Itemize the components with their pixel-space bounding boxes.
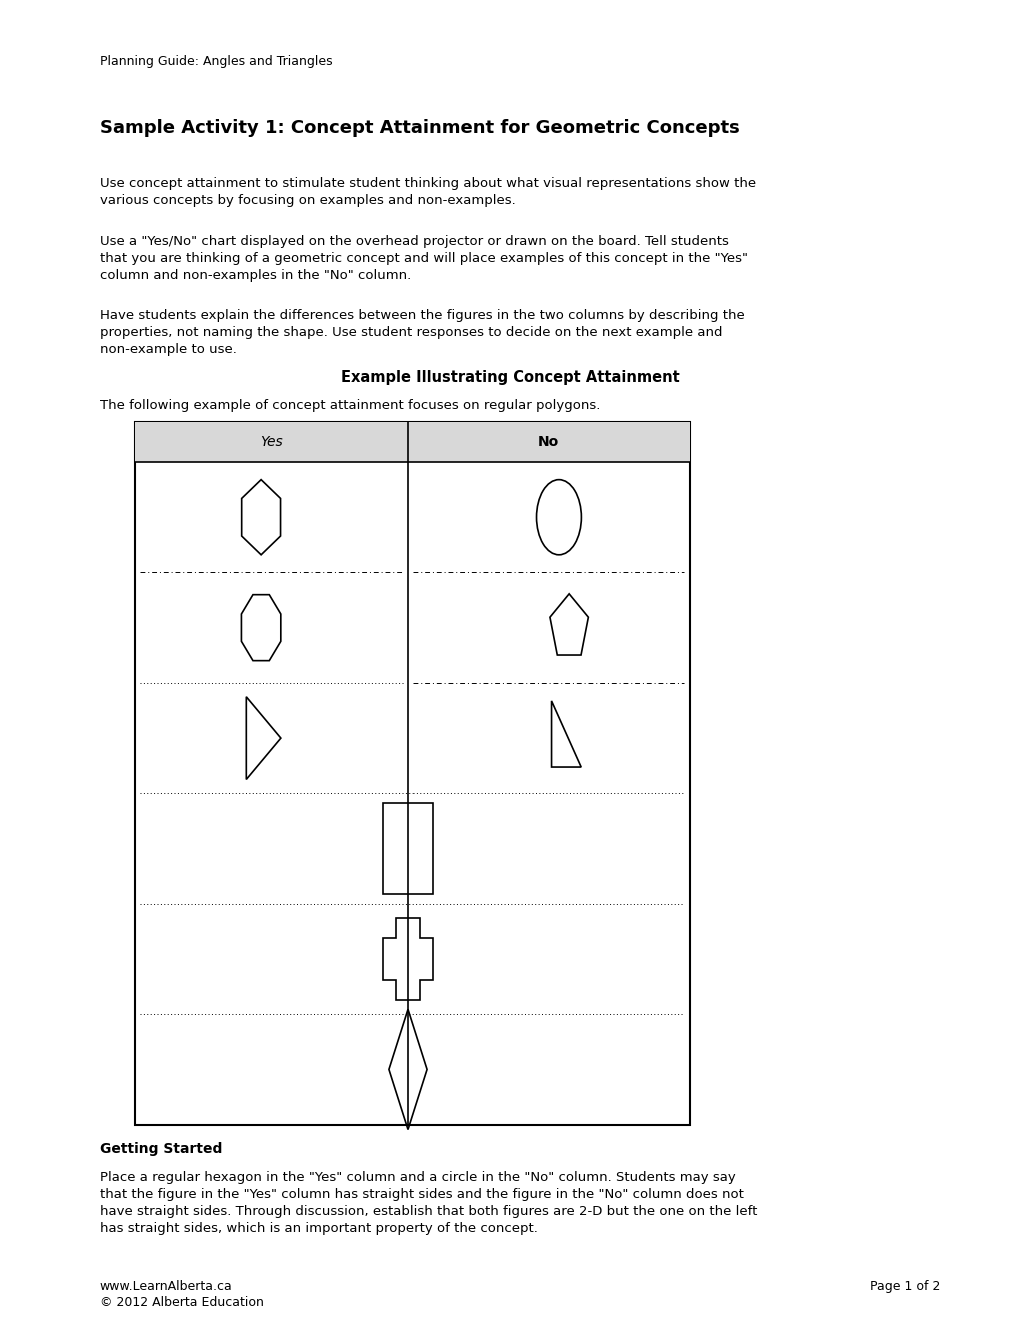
Text: Sample Activity 1: Concept Attainment for Geometric Concepts: Sample Activity 1: Concept Attainment fo… <box>100 119 739 137</box>
Text: © 2012 Alberta Education: © 2012 Alberta Education <box>100 1296 264 1309</box>
Text: No: No <box>538 436 558 449</box>
Text: Example Illustrating Concept Attainment: Example Illustrating Concept Attainment <box>340 370 679 384</box>
Text: Page 1 of 2: Page 1 of 2 <box>869 1280 940 1294</box>
Text: Use concept attainment to stimulate student thinking about what visual represent: Use concept attainment to stimulate stud… <box>100 177 755 207</box>
Text: The following example of concept attainment focuses on regular polygons.: The following example of concept attainm… <box>100 399 600 412</box>
Bar <box>135 422 689 462</box>
Bar <box>135 422 689 1125</box>
Bar <box>383 804 432 894</box>
Text: www.LearnAlberta.ca: www.LearnAlberta.ca <box>100 1280 232 1294</box>
Text: Use a "Yes/No" chart displayed on the overhead projector or drawn on the board. : Use a "Yes/No" chart displayed on the ov… <box>100 235 747 282</box>
Text: Yes: Yes <box>260 436 282 449</box>
Text: Place a regular hexagon in the "Yes" column and a circle in the "No" column. Stu: Place a regular hexagon in the "Yes" col… <box>100 1171 756 1234</box>
Text: Getting Started: Getting Started <box>100 1142 222 1156</box>
Text: Have students explain the differences between the figures in the two columns by : Have students explain the differences be… <box>100 309 744 356</box>
Text: Planning Guide: Angles and Triangles: Planning Guide: Angles and Triangles <box>100 55 332 69</box>
